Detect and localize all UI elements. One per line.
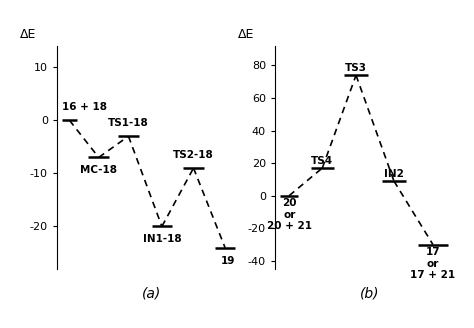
Text: 16 + 18: 16 + 18	[62, 102, 107, 112]
Text: IN2: IN2	[384, 169, 404, 179]
Text: IN1-18: IN1-18	[143, 235, 181, 244]
Text: TS1-18: TS1-18	[108, 118, 149, 128]
Text: TS4: TS4	[311, 155, 333, 166]
Text: (b): (b)	[360, 287, 380, 301]
Text: TS2-18: TS2-18	[173, 150, 214, 160]
Text: 20
or
20 + 21: 20 or 20 + 21	[267, 198, 312, 231]
Text: MC-18: MC-18	[80, 165, 117, 175]
Text: (a): (a)	[142, 287, 161, 301]
Text: ΔE: ΔE	[238, 29, 255, 41]
Text: TS3: TS3	[345, 63, 367, 73]
Text: 19: 19	[221, 256, 235, 266]
Text: 17
or
17 + 21: 17 or 17 + 21	[410, 247, 456, 280]
Text: ΔE: ΔE	[20, 29, 36, 41]
